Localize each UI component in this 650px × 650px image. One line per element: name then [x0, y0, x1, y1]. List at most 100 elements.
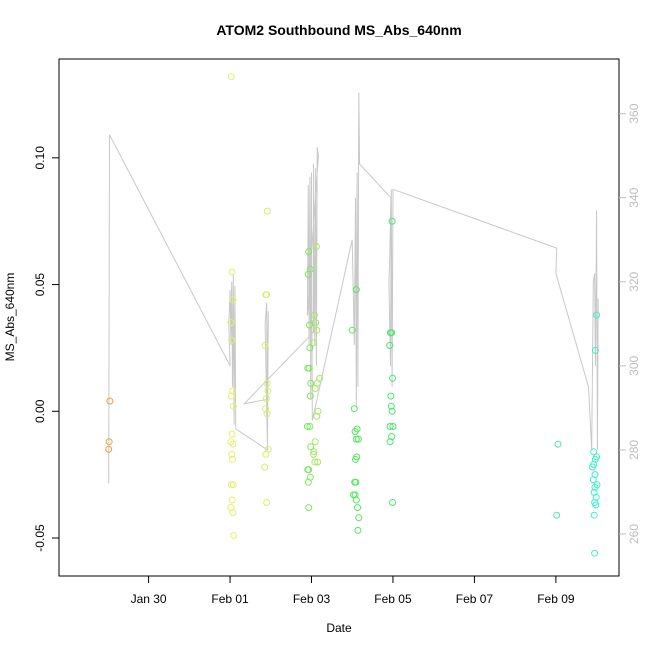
- data-point: [388, 329, 396, 337]
- points-layer: [105, 73, 601, 557]
- data-point: [312, 243, 320, 250]
- data-point: [593, 311, 601, 319]
- data-point: [228, 430, 236, 438]
- data-point: [261, 341, 269, 349]
- y2-tick-label: 300: [627, 355, 641, 375]
- data-point: [590, 511, 598, 519]
- data-point: [553, 511, 561, 519]
- x-tick-label: Feb 03: [293, 592, 331, 606]
- data-point: [105, 438, 113, 446]
- data-point: [592, 501, 600, 509]
- data-point: [228, 336, 236, 344]
- data-point: [389, 423, 397, 430]
- data-point: [229, 509, 237, 517]
- data-point: [229, 296, 237, 304]
- data-point: [307, 379, 315, 387]
- data-point: [304, 364, 312, 372]
- y-tick-label: -0.05: [33, 524, 47, 552]
- y2-axis: 260 280 300 320 340 360: [619, 103, 641, 544]
- y-tick-label: 0.10: [33, 146, 47, 170]
- data-point: [314, 458, 322, 466]
- x-axis-label: Date: [326, 621, 352, 635]
- data-point: [229, 481, 237, 489]
- y-tick-label: 0.05: [33, 273, 47, 297]
- y-tick-label: 0.00: [33, 399, 47, 423]
- data-point: [263, 410, 271, 418]
- data-point: [589, 463, 596, 471]
- data-point: [352, 496, 360, 504]
- data-point: [306, 392, 314, 400]
- data-point: [312, 319, 320, 327]
- data-point: [306, 321, 313, 329]
- data-point: [307, 443, 315, 451]
- data-point: [305, 248, 313, 256]
- data-point: [229, 455, 236, 463]
- data-point: [310, 450, 317, 458]
- data-point: [227, 73, 235, 81]
- data-point: [262, 395, 270, 403]
- data-point: [228, 450, 236, 458]
- data-point: [261, 463, 269, 471]
- data-point: [311, 385, 319, 392]
- plot-frame: [58, 58, 620, 577]
- data-point: [386, 341, 394, 349]
- y2-tick-label: 320: [627, 271, 641, 291]
- data-point: [304, 478, 312, 486]
- data-point: [350, 405, 358, 413]
- x-tick-label: Feb 09: [537, 592, 575, 606]
- data-point: [389, 499, 397, 506]
- data-point: [228, 496, 236, 504]
- y2-tick-label: 360: [627, 103, 641, 123]
- data-point: [591, 549, 599, 557]
- data-point: [591, 483, 599, 491]
- data-point: [229, 387, 236, 395]
- x-tick-label: Feb 01: [211, 592, 249, 606]
- data-point: [590, 448, 598, 456]
- data-point: [310, 339, 317, 347]
- data-point: [262, 450, 270, 458]
- data-point: [313, 412, 321, 420]
- data-point: [355, 514, 363, 522]
- data-point: [311, 438, 319, 446]
- data-point: [354, 504, 361, 512]
- data-point: [228, 268, 236, 276]
- y2-tick-label: 340: [627, 187, 641, 207]
- data-point: [354, 526, 362, 534]
- data-point: [303, 423, 311, 430]
- data-point: [306, 423, 314, 430]
- data-point: [227, 392, 235, 400]
- data-point: [313, 326, 321, 334]
- data-point: [227, 481, 235, 489]
- data-point: [386, 438, 394, 446]
- data-point: [263, 379, 271, 387]
- y-axis: -0.05 0.00 0.05 0.10: [33, 146, 59, 552]
- data-point: [230, 532, 238, 539]
- data-point: [304, 466, 312, 474]
- chart-title: ATOM2 Southbound MS_Abs_640nm: [216, 22, 461, 38]
- data-point: [353, 425, 361, 433]
- data-point: [352, 286, 360, 294]
- data-point: [388, 217, 396, 225]
- data-point: [352, 455, 359, 463]
- data-point: [554, 440, 562, 448]
- data-point: [386, 423, 394, 430]
- data-point: [227, 319, 235, 327]
- data-point: [106, 397, 114, 405]
- y-axis-label: MS_Abs_640nm: [3, 273, 17, 362]
- data-point: [306, 344, 314, 352]
- data-point: [105, 445, 113, 453]
- data-point: [264, 387, 272, 395]
- x-tick-label: Feb 05: [374, 592, 412, 606]
- x-axis: Jan 30 Feb 01 Feb 03 Feb 05 Feb 07 Feb 09: [131, 576, 575, 606]
- data-point: [229, 402, 237, 410]
- data-point: [310, 448, 318, 456]
- data-point: [310, 311, 318, 319]
- data-point: [352, 435, 360, 443]
- data-point: [388, 407, 396, 415]
- data-point: [387, 402, 395, 410]
- data-point: [311, 458, 319, 466]
- data-point: [264, 207, 271, 215]
- data-point: [352, 478, 360, 486]
